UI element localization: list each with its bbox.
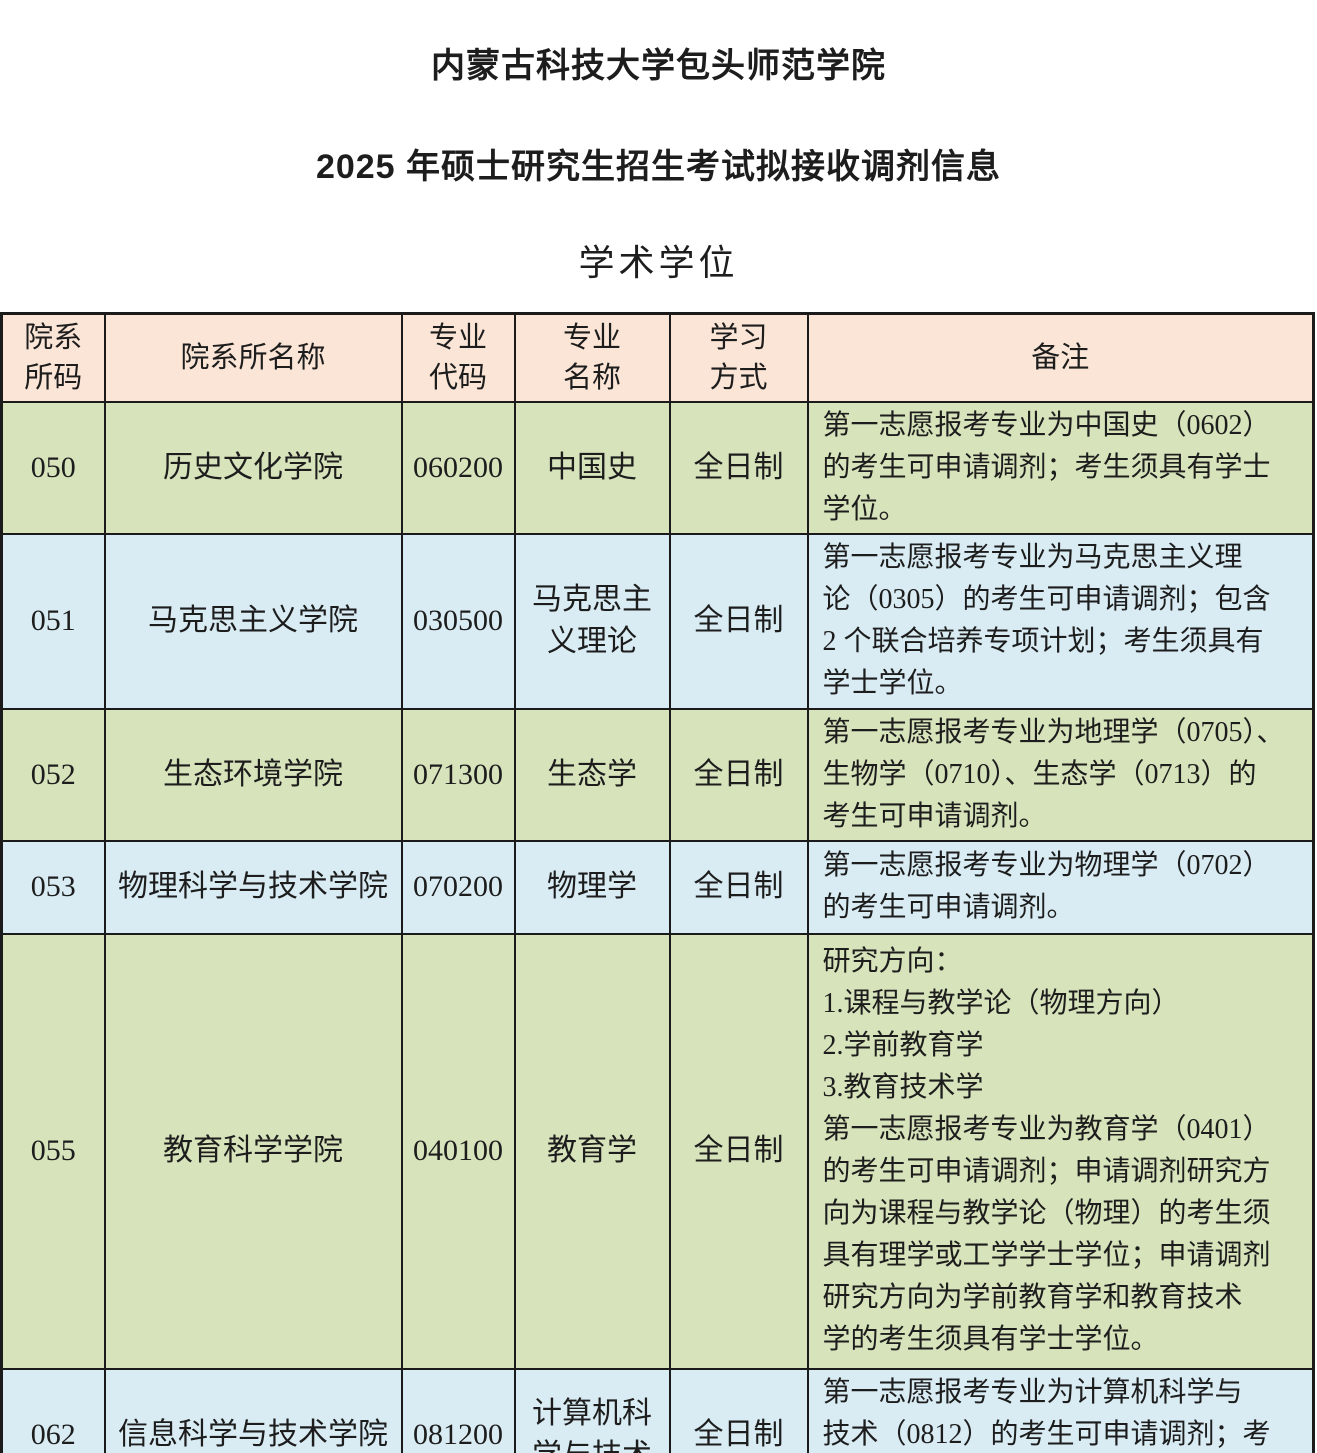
cell-major-code: 071300 bbox=[400, 707, 516, 842]
cell-dept-name: 教育科学学院 bbox=[103, 932, 403, 1370]
cell-remark: 第一志愿报考专业为中国史（0602） 的考生可申请调剂；考生须具有学士 学位。 bbox=[806, 400, 1315, 535]
cell-study-mode: 全日制 bbox=[668, 707, 809, 842]
header-dept-name: 院系所名称 bbox=[103, 312, 403, 403]
table-header-row: 院系 所码 院系所名称 专业 代码 专业 名称 学习 方式 备注 bbox=[0, 312, 1315, 403]
cell-study-mode: 全日制 bbox=[668, 400, 809, 535]
table-row: 050 历史文化学院 060200 中国史 全日制 第一志愿报考专业为中国史（0… bbox=[0, 400, 1315, 535]
cell-major-name: 生态学 bbox=[513, 707, 671, 842]
cell-dept-name: 信息科学与技术学院 bbox=[103, 1367, 403, 1453]
adjustment-info-table: 院系 所码 院系所名称 专业 代码 专业 名称 学习 方式 备注 050 历史文… bbox=[0, 312, 1315, 1453]
cell-study-mode: 全日制 bbox=[668, 839, 809, 935]
cell-dept-code: 052 bbox=[0, 707, 106, 842]
cell-dept-name: 生态环境学院 bbox=[103, 707, 403, 842]
cell-remark: 研究方向： 1.课程与教学论（物理方向） 2.学前教育学 3.教育技术学 第一志… bbox=[806, 932, 1315, 1370]
cell-study-mode: 全日制 bbox=[668, 1367, 809, 1453]
cell-remark: 第一志愿报考专业为地理学（0705）、 生物学（0710）、生态学（0713）的… bbox=[806, 707, 1315, 842]
cell-dept-code: 053 bbox=[0, 839, 106, 935]
header-major-code: 专业 代码 bbox=[400, 312, 516, 403]
cell-major-code: 030500 bbox=[400, 532, 516, 710]
cell-major-code: 060200 bbox=[400, 400, 516, 535]
cell-major-name: 马克思主义理论 bbox=[513, 532, 671, 710]
header-major-name: 专业 名称 bbox=[513, 312, 671, 403]
cell-remark: 第一志愿报考专业为马克思主义理 论（0305）的考生可申请调剂；包含 2 个联合… bbox=[806, 532, 1315, 710]
cell-major-name: 物理学 bbox=[513, 839, 671, 935]
table-row: 052 生态环境学院 071300 生态学 全日制 第一志愿报考专业为地理学（0… bbox=[0, 707, 1315, 842]
cell-dept-code: 051 bbox=[0, 532, 106, 710]
header-study-mode: 学习 方式 bbox=[668, 312, 809, 403]
cell-study-mode: 全日制 bbox=[668, 932, 809, 1370]
cell-dept-code: 055 bbox=[0, 932, 106, 1370]
cell-dept-name: 马克思主义学院 bbox=[103, 532, 403, 710]
cell-study-mode: 全日制 bbox=[668, 532, 809, 710]
cell-major-code: 040100 bbox=[400, 932, 516, 1370]
cell-dept-code: 050 bbox=[0, 400, 106, 535]
header-dept-code: 院系 所码 bbox=[0, 312, 106, 403]
cell-remark: 第一志愿报考专业为物理学（0702） 的考生可申请调剂。 bbox=[806, 839, 1315, 935]
cell-dept-code: 062 bbox=[0, 1367, 106, 1453]
document-subtitle: 2025 年硕士研究生招生考试拟接收调剂信息 bbox=[315, 148, 1002, 186]
table-row: 055 教育科学学院 040100 教育学 全日制 研究方向： 1.课程与教学论… bbox=[0, 932, 1315, 1370]
header-remark: 备注 bbox=[806, 312, 1315, 403]
cell-major-name: 中国史 bbox=[513, 400, 671, 535]
section-heading: 学术学位 bbox=[578, 243, 739, 283]
table-row: 051 马克思主义学院 030500 马克思主义理论 全日制 第一志愿报考专业为… bbox=[0, 532, 1315, 710]
table-row: 053 物理科学与技术学院 070200 物理学 全日制 第一志愿报考专业为物理… bbox=[0, 839, 1315, 935]
cell-major-code: 081200 bbox=[400, 1367, 516, 1453]
cell-dept-name: 历史文化学院 bbox=[103, 400, 403, 535]
cell-remark: 第一志愿报考专业为计算机科学与 技术（0812）的考生可申请调剂；考 生须具有学… bbox=[806, 1367, 1315, 1453]
cell-dept-name: 物理科学与技术学院 bbox=[103, 839, 403, 935]
document-title: 内蒙古科技大学包头师范学院 bbox=[431, 47, 886, 85]
cell-major-name: 教育学 bbox=[513, 932, 671, 1370]
cell-major-code: 070200 bbox=[400, 839, 516, 935]
